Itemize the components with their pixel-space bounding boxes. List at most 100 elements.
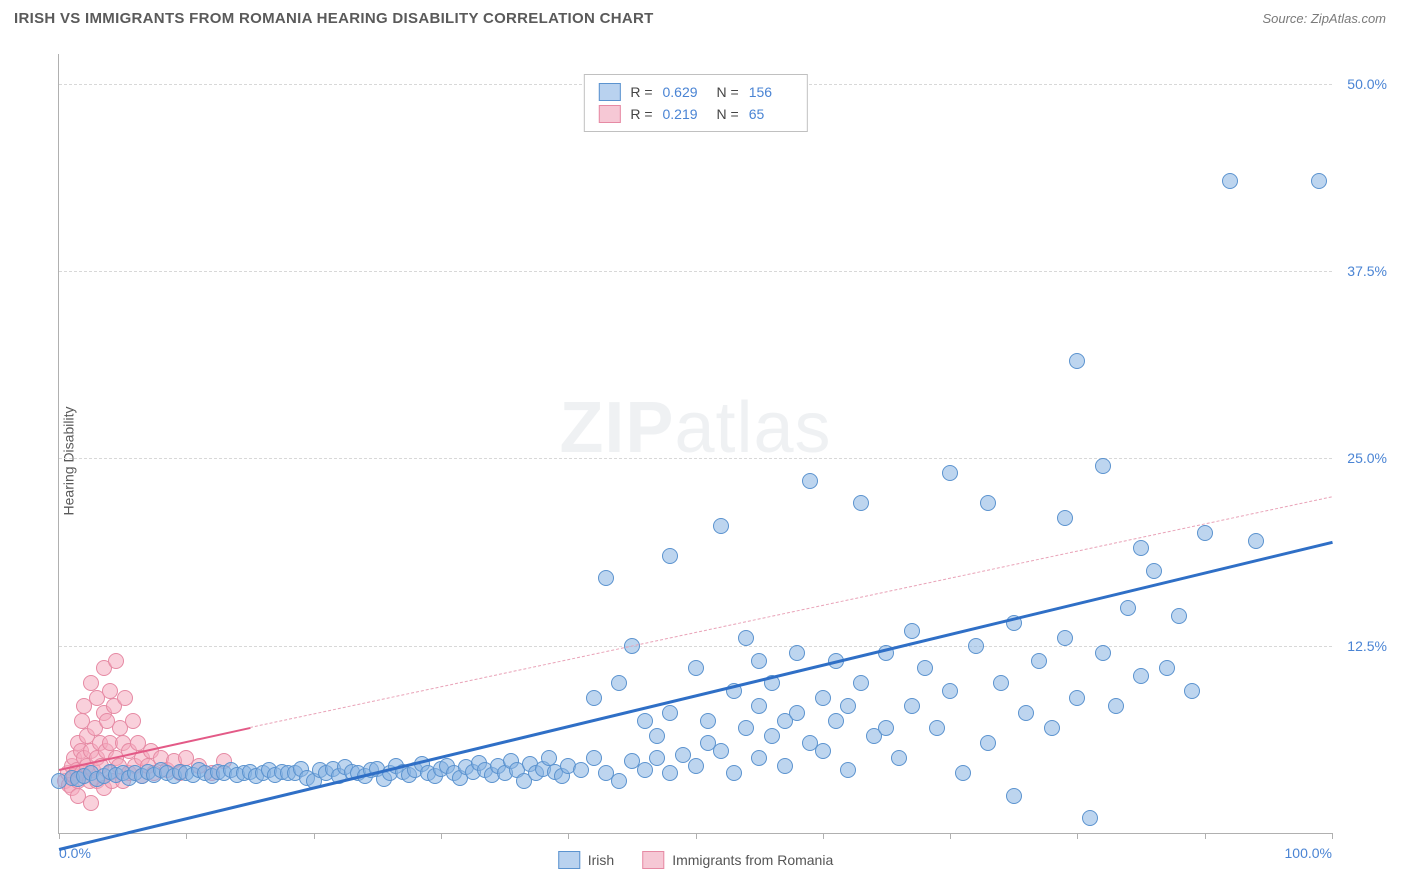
- data-point: [1120, 600, 1136, 616]
- data-point: [955, 765, 971, 781]
- legend-swatch-romania: [598, 105, 620, 123]
- data-point: [102, 683, 118, 699]
- data-point: [688, 660, 704, 676]
- data-point: [598, 570, 614, 586]
- plot-area: ZIPatlas R = 0.629 N = 156 R = 0.219 N =…: [58, 54, 1332, 834]
- data-point: [853, 675, 869, 691]
- chart-source: Source: ZipAtlas.com: [1262, 11, 1386, 26]
- data-point: [1108, 698, 1124, 714]
- data-point: [993, 675, 1009, 691]
- data-point: [1184, 683, 1200, 699]
- data-point: [611, 675, 627, 691]
- data-point: [713, 743, 729, 759]
- x-tick: [186, 833, 187, 839]
- legend-label: Irish: [588, 852, 614, 868]
- data-point: [968, 638, 984, 654]
- data-point: [1197, 525, 1213, 541]
- data-point: [917, 660, 933, 676]
- data-point: [1057, 510, 1073, 526]
- r-value-romania: 0.219: [663, 106, 707, 122]
- legend-label: Immigrants from Romania: [672, 852, 833, 868]
- x-tick: [823, 833, 824, 839]
- data-point: [878, 720, 894, 736]
- data-point: [1044, 720, 1060, 736]
- gridline: [59, 458, 1332, 459]
- data-point: [637, 762, 653, 778]
- data-point: [586, 750, 602, 766]
- data-point: [891, 750, 907, 766]
- x-tick: [950, 833, 951, 839]
- data-point: [751, 750, 767, 766]
- y-tick-label: 37.5%: [1347, 263, 1387, 279]
- data-point: [815, 690, 831, 706]
- data-point: [929, 720, 945, 736]
- x-tick: [1077, 833, 1078, 839]
- data-point: [942, 465, 958, 481]
- data-point: [637, 713, 653, 729]
- data-point: [777, 758, 793, 774]
- data-point: [942, 683, 958, 699]
- data-point: [1133, 668, 1149, 684]
- data-point: [662, 705, 678, 721]
- data-point: [980, 735, 996, 751]
- y-tick-label: 12.5%: [1347, 638, 1387, 654]
- legend-stats-row: R = 0.629 N = 156: [598, 81, 792, 103]
- chart-header: IRISH VS IMMIGRANTS FROM ROMANIA HEARING…: [0, 0, 1406, 37]
- n-label: N =: [717, 106, 739, 122]
- n-label: N =: [717, 84, 739, 100]
- data-point: [1018, 705, 1034, 721]
- data-point: [662, 765, 678, 781]
- data-point: [840, 762, 856, 778]
- data-point: [1311, 173, 1327, 189]
- data-point: [125, 713, 141, 729]
- trend-line: [59, 541, 1333, 851]
- data-point: [802, 473, 818, 489]
- n-value-romania: 65: [749, 106, 793, 122]
- data-point: [751, 653, 767, 669]
- data-point: [611, 773, 627, 789]
- chart-container: Hearing Disability ZIPatlas R = 0.629 N …: [14, 44, 1392, 878]
- r-value-irish: 0.629: [663, 84, 707, 100]
- data-point: [1069, 690, 1085, 706]
- data-point: [828, 713, 844, 729]
- data-point: [1095, 458, 1111, 474]
- legend-series: Irish Immigrants from Romania: [558, 851, 834, 869]
- data-point: [586, 690, 602, 706]
- data-point: [904, 698, 920, 714]
- data-point: [83, 795, 99, 811]
- gridline: [59, 271, 1332, 272]
- x-tick: [696, 833, 697, 839]
- data-point: [853, 495, 869, 511]
- legend-item-irish: Irish: [558, 851, 614, 869]
- data-point: [117, 690, 133, 706]
- x-tick: [1205, 833, 1206, 839]
- legend-item-romania: Immigrants from Romania: [642, 851, 833, 869]
- data-point: [904, 623, 920, 639]
- data-point: [738, 720, 754, 736]
- x-tick: [441, 833, 442, 839]
- data-point: [1159, 660, 1175, 676]
- data-point: [1248, 533, 1264, 549]
- data-point: [688, 758, 704, 774]
- data-point: [1057, 630, 1073, 646]
- data-point: [815, 743, 831, 759]
- r-label: R =: [630, 106, 652, 122]
- n-value-irish: 156: [749, 84, 793, 100]
- data-point: [789, 705, 805, 721]
- x-tick: [59, 833, 60, 839]
- data-point: [738, 630, 754, 646]
- data-point: [1031, 653, 1047, 669]
- r-label: R =: [630, 84, 652, 100]
- data-point: [649, 750, 665, 766]
- data-point: [1133, 540, 1149, 556]
- chart-title: IRISH VS IMMIGRANTS FROM ROMANIA HEARING…: [14, 10, 654, 27]
- data-point: [662, 548, 678, 564]
- data-point: [108, 653, 124, 669]
- x-tick-label: 100.0%: [1285, 845, 1332, 861]
- legend-swatch-romania: [642, 851, 664, 869]
- gridline: [59, 646, 1332, 647]
- data-point: [713, 518, 729, 534]
- data-point: [1095, 645, 1111, 661]
- legend-stats: R = 0.629 N = 156 R = 0.219 N = 65: [583, 74, 807, 132]
- x-tick: [1332, 833, 1333, 839]
